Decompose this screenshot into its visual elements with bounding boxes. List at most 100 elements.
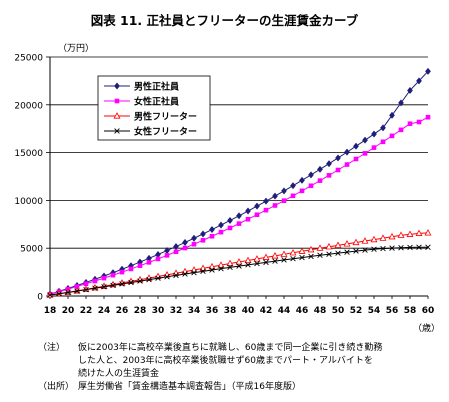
point-s1-44	[281, 187, 287, 195]
point-s1-50	[335, 154, 341, 162]
x-tick-label-18: 18	[44, 306, 57, 316]
point-s4-35	[200, 268, 206, 275]
point-s3-39	[235, 258, 243, 265]
point-s4-20	[65, 289, 71, 296]
point-s1-58	[407, 86, 413, 95]
point-s2-56	[389, 133, 395, 139]
point-s4-46	[299, 254, 305, 261]
point-s2-39	[236, 221, 242, 226]
point-s4-51	[344, 249, 350, 255]
point-s3-59	[415, 229, 423, 236]
x-tick-label-60: 60	[422, 306, 435, 316]
point-s4-52	[353, 248, 359, 254]
point-s1-60	[425, 67, 431, 75]
point-s2-26	[119, 269, 125, 275]
point-s4-60	[425, 244, 431, 250]
point-s4-22	[83, 286, 89, 293]
point-s4-28	[137, 278, 143, 284]
point-s3-43	[271, 252, 279, 259]
point-s3-56	[388, 232, 396, 240]
point-s3-57	[397, 231, 405, 238]
point-s4-48	[317, 252, 323, 258]
point-s1-53	[362, 136, 368, 144]
point-s3-48	[316, 244, 324, 251]
point-s1-38	[227, 216, 233, 225]
point-s2-22	[83, 281, 89, 287]
point-s4-34	[191, 269, 197, 276]
legend-marker-2	[114, 98, 120, 104]
point-s2-41	[254, 212, 260, 218]
point-s4-53	[362, 247, 368, 253]
point-s3-44	[280, 250, 288, 257]
point-s2-42	[263, 207, 269, 213]
series-line-2	[49, 116, 429, 295]
x-tick-label-20: 20	[62, 306, 75, 316]
point-s3-55	[379, 234, 387, 241]
point-s4-25	[110, 282, 116, 289]
note-label: （注）	[38, 343, 66, 353]
point-s4-40	[245, 262, 251, 268]
y-tick-label-0: 0	[37, 293, 43, 303]
point-s2-60	[425, 114, 431, 120]
y-tick-label-15000: 15000	[14, 149, 43, 159]
point-s2-51	[344, 162, 350, 167]
point-s2-34	[191, 241, 197, 247]
point-s1-43	[272, 192, 278, 200]
y-tick-label-20000: 20000	[14, 101, 43, 111]
point-s3-35	[199, 264, 207, 271]
point-s3-54	[370, 235, 378, 243]
point-s3-51	[343, 240, 351, 247]
x-tick-label-58: 58	[404, 306, 417, 316]
point-s2-44	[281, 198, 287, 203]
point-s3-46	[298, 247, 306, 254]
point-s2-54	[371, 145, 377, 150]
point-s4-18	[47, 292, 53, 298]
point-s1-37	[218, 221, 224, 229]
point-s2-29	[146, 260, 152, 265]
point-s2-52	[353, 156, 359, 162]
point-s4-45	[290, 255, 296, 262]
x-tick-label-50: 50	[332, 306, 345, 316]
point-s2-32	[173, 249, 179, 255]
point-s2-48	[317, 178, 323, 183]
point-s4-21	[74, 288, 80, 294]
point-s1-57	[398, 99, 404, 107]
x-tick-label-22: 22	[80, 306, 93, 316]
point-s1-45	[290, 182, 296, 190]
point-s2-59	[416, 119, 422, 125]
point-s1-36	[209, 225, 215, 234]
point-s4-59	[416, 244, 422, 250]
point-s3-45	[289, 248, 297, 256]
x-tick-label-46: 46	[296, 306, 309, 316]
point-s3-47	[307, 245, 315, 253]
point-s3-42	[262, 253, 270, 260]
x-tick-label-32: 32	[170, 306, 183, 316]
legend-marker-4	[114, 128, 120, 134]
point-s2-27	[128, 266, 134, 272]
x-tick-label-54: 54	[368, 306, 381, 316]
point-s4-55	[380, 245, 386, 252]
point-s2-33	[182, 245, 188, 251]
point-s2-50	[335, 167, 341, 173]
point-s3-58	[406, 230, 414, 237]
x-tick-label-26: 26	[116, 306, 129, 316]
point-s1-46	[299, 176, 305, 184]
point-s2-38	[227, 225, 233, 231]
point-s4-56	[389, 245, 395, 251]
point-s2-53	[362, 151, 368, 156]
point-s2-49	[326, 173, 332, 178]
legend-label-2: 女性正社員	[134, 96, 179, 108]
series-1	[47, 67, 431, 298]
point-s4-54	[371, 246, 377, 252]
y-tick-label-10000: 10000	[14, 197, 43, 207]
point-s4-24	[101, 284, 107, 290]
point-s4-33	[182, 271, 188, 277]
x-tick-label-56: 56	[386, 306, 399, 316]
point-s4-42	[263, 259, 269, 266]
legend-label-3: 男性フリーター	[134, 111, 197, 123]
point-s4-30	[155, 275, 161, 281]
x-tick-label-48: 48	[314, 306, 327, 316]
point-s2-37	[218, 229, 224, 235]
point-s4-23	[92, 285, 98, 291]
